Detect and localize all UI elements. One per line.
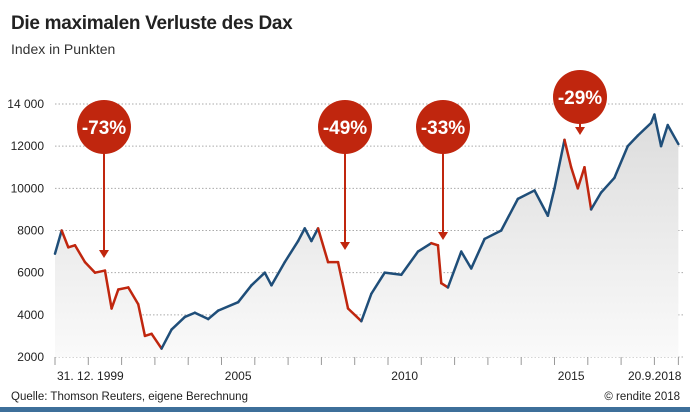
line-segment: [546, 187, 556, 217]
line-segment: [666, 123, 680, 146]
line-segment: [636, 121, 653, 137]
drawdown-segment: [583, 166, 593, 211]
line-segment: [626, 134, 639, 148]
line-segment: [383, 271, 403, 277]
line-segment: [216, 300, 240, 312]
line-segment: [446, 250, 463, 289]
line-segment: [283, 239, 300, 264]
line-segment: [310, 227, 320, 243]
drawdown-segment: [103, 269, 113, 310]
drawdown-segment: [569, 166, 580, 190]
drawdown-segment: [127, 286, 140, 306]
arrow-head-icon: [99, 250, 109, 258]
x-tick-label: 2010: [391, 369, 418, 383]
drawdown-label: -49%: [323, 118, 367, 139]
line-segment: [303, 227, 313, 243]
line-segment: [183, 311, 197, 319]
drawdown-segment: [346, 307, 363, 323]
drawdown-segment: [150, 332, 163, 350]
line-segment: [653, 113, 663, 148]
drawdown-segment: [83, 260, 97, 274]
line-segment: [553, 138, 566, 190]
drawdown-segment: [436, 244, 443, 285]
line-segment: [416, 241, 433, 253]
y-tick-label: 4000: [17, 308, 44, 322]
y-tick-label: 2000: [17, 350, 44, 364]
line-segment: [483, 229, 503, 241]
source-note: Quelle: Thomson Reuters, eigene Berechnu…: [11, 391, 248, 403]
drawdown-badge: [318, 100, 372, 154]
drawdown-segment: [336, 260, 350, 310]
drawdown-segment: [316, 227, 330, 264]
drawdown-badge: [553, 70, 607, 124]
line-segment: [236, 284, 253, 304]
drawdown-segment: [60, 229, 70, 249]
drawdown-segment: [73, 244, 87, 264]
area-fill: [55, 114, 679, 358]
line-segment: [250, 271, 267, 287]
line-segment: [296, 227, 306, 243]
y-tick-label: 8000: [17, 224, 44, 238]
x-tick-label: 2015: [558, 369, 585, 383]
drawdown-segment: [110, 288, 120, 310]
line-segment: [206, 309, 220, 321]
drawdown-segment: [137, 303, 147, 338]
line-segment: [170, 315, 187, 331]
drawdown-label: -73%: [82, 118, 126, 139]
line-segment: [360, 292, 373, 323]
line-segment: [400, 250, 420, 277]
line-segment: [270, 260, 287, 287]
chart-title: Die maximalen Verluste des Dax: [11, 13, 293, 34]
footer-bar: [0, 407, 690, 412]
line-segment: [533, 189, 550, 217]
line-segment: [613, 144, 630, 180]
line-segment: [659, 123, 669, 148]
x-tick-label: 2005: [225, 369, 252, 383]
line-segment: [460, 250, 473, 270]
x-tick-label: 20.9.2018: [628, 369, 682, 383]
copyright-note: © rendite 2018: [604, 391, 680, 403]
line-segment: [589, 191, 603, 211]
drawdown-label: -29%: [558, 88, 602, 109]
line-segment: [263, 271, 273, 287]
x-tick-label: 31. 12. 1999: [57, 369, 124, 383]
y-tick-label: 12000: [11, 139, 45, 153]
line-segment: [370, 271, 386, 295]
drawdown-segment: [93, 269, 107, 274]
drawdown-label: -33%: [421, 118, 465, 139]
drawdown-segment: [440, 281, 450, 289]
arrow-head-icon: [340, 242, 350, 250]
drawdown-segment: [117, 286, 130, 291]
drawdown-segment: [563, 138, 573, 169]
chart-subtitle: Index in Punkten: [11, 41, 116, 57]
line-segment: [53, 229, 63, 255]
arrow-head-icon: [575, 127, 585, 135]
line-segment: [193, 311, 210, 321]
line-segment: [516, 189, 536, 201]
drawdown-segment: [576, 166, 586, 190]
y-tick-label: 14 000: [7, 97, 44, 111]
line-segment: [499, 197, 520, 232]
y-tick-label: 10000: [11, 181, 45, 195]
drawdown-badge: [77, 100, 131, 154]
line-segment: [160, 328, 173, 350]
y-tick-label: 6000: [17, 266, 44, 280]
line-segment: [599, 176, 616, 194]
arrow-head-icon: [438, 232, 448, 240]
line-segment: [470, 237, 486, 270]
drawdown-badge: [416, 100, 470, 154]
